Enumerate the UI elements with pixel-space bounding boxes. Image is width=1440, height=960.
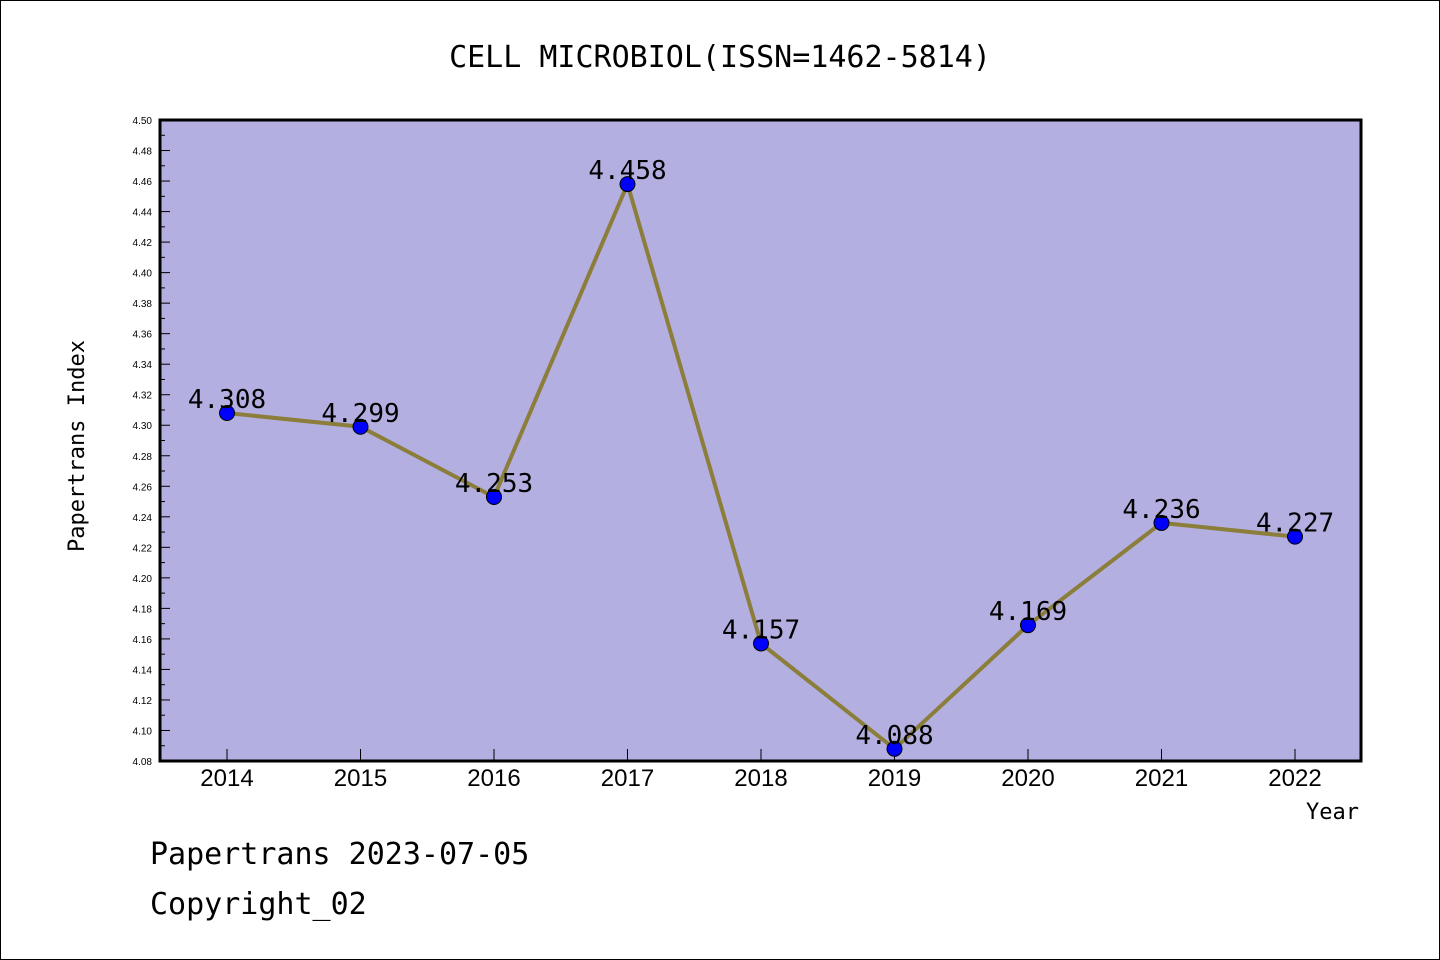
data-label: 4.088 bbox=[855, 721, 933, 751]
y-tick-label: 4.30 bbox=[133, 421, 153, 432]
x-tick-label: 2014 bbox=[200, 765, 253, 792]
data-label: 4.157 bbox=[722, 615, 800, 645]
y-tick-label: 4.08 bbox=[133, 757, 153, 768]
x-tick-label: 2019 bbox=[868, 765, 921, 792]
data-label: 4.308 bbox=[188, 385, 266, 415]
y-tick-label: 4.14 bbox=[133, 665, 153, 676]
chart-title: CELL MICROBIOL(ISSN=1462-5814) bbox=[449, 40, 991, 75]
y-tick-label: 4.34 bbox=[133, 360, 153, 371]
y-tick-label: 4.38 bbox=[133, 299, 153, 310]
y-axis-label: Papertrans Index bbox=[65, 340, 90, 552]
y-tick-label: 4.48 bbox=[133, 147, 153, 158]
y-tick-label: 4.46 bbox=[133, 177, 153, 188]
x-tick-label: 2017 bbox=[601, 765, 654, 792]
data-point bbox=[352, 418, 369, 435]
plot-area bbox=[160, 120, 1361, 761]
data-point bbox=[1153, 514, 1170, 531]
y-tick-label: 4.28 bbox=[133, 452, 153, 463]
footer-date: Papertrans 2023-07-05 bbox=[150, 837, 529, 872]
data-markers bbox=[219, 176, 1303, 757]
x-tick-label: 2020 bbox=[1001, 765, 1054, 792]
y-tick-label: 4.24 bbox=[133, 513, 153, 524]
y-tick-label: 4.26 bbox=[133, 482, 153, 493]
data-label: 4.253 bbox=[455, 469, 533, 499]
y-tick-label: 4.16 bbox=[133, 635, 153, 646]
x-tick-label: 2016 bbox=[467, 765, 520, 792]
data-labels: 4.308 4.299 4.253 4.458 4.157 4.088 4.169 4.236… bbox=[188, 156, 1334, 751]
y-tick-label: 4.12 bbox=[133, 696, 153, 707]
y-axis: 4.08 4.10 4.12 4.14 4.16 4.18 4.20 4.22 4.24 4.26… bbox=[133, 116, 170, 768]
plot-border bbox=[158, 118, 1363, 763]
y-tick-label: 4.18 bbox=[133, 604, 153, 615]
data-point bbox=[1287, 528, 1303, 545]
footer-copyright: Copyright_02 bbox=[150, 887, 367, 922]
x-axis: 2014 2015 2016 2017 2018 2019 2020 2021 2022 bbox=[200, 749, 1322, 792]
y-tick-label: 4.44 bbox=[133, 208, 153, 219]
y-tick-label: 4.32 bbox=[133, 391, 153, 402]
y-tick-label: 4.42 bbox=[133, 238, 153, 249]
x-tick-label: 2021 bbox=[1135, 765, 1188, 792]
data-label: 4.227 bbox=[1256, 509, 1334, 539]
data-point bbox=[219, 405, 235, 422]
x-tick-label: 2015 bbox=[334, 765, 387, 792]
x-tick-label: 2022 bbox=[1268, 765, 1321, 792]
x-axis-label: Year bbox=[1306, 800, 1359, 825]
y-tick-label: 4.40 bbox=[133, 269, 153, 280]
data-label: 4.299 bbox=[321, 399, 399, 429]
data-point bbox=[886, 740, 903, 757]
data-point bbox=[753, 635, 769, 652]
y-tick-label: 4.50 bbox=[133, 116, 153, 127]
data-label: 4.236 bbox=[1122, 495, 1200, 525]
y-tick-label: 4.36 bbox=[133, 330, 153, 341]
y-tick-label: 4.20 bbox=[133, 574, 153, 585]
data-label: 4.458 bbox=[588, 156, 666, 186]
x-tick-label: 2018 bbox=[734, 765, 787, 792]
data-point bbox=[619, 176, 636, 193]
data-label: 4.169 bbox=[989, 597, 1067, 627]
y-tick-label: 4.22 bbox=[133, 543, 153, 554]
y-tick-label: 4.10 bbox=[133, 726, 153, 737]
data-point bbox=[486, 488, 502, 505]
data-point bbox=[1020, 617, 1036, 634]
